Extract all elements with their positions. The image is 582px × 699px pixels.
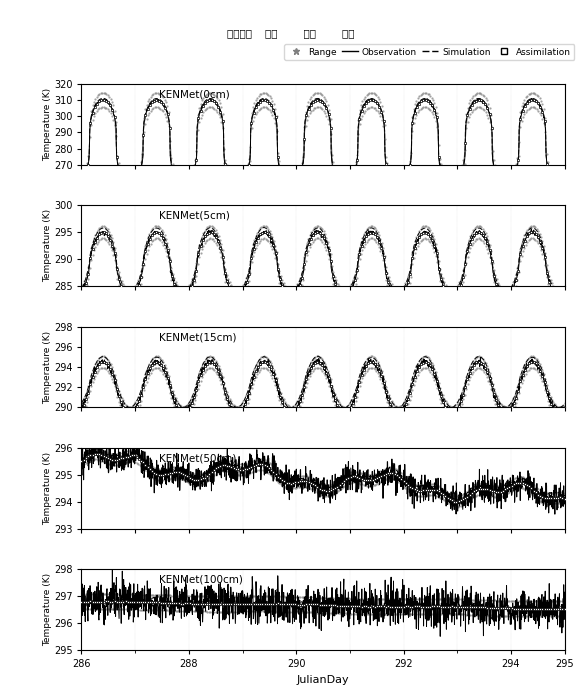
Text: KENMet(50cm): KENMet(50cm) bbox=[159, 454, 236, 463]
Y-axis label: Temperature (K): Temperature (K) bbox=[44, 573, 52, 646]
Text: 取値范围    观察        模拟        同化: 取値范围 观察 模拟 同化 bbox=[227, 29, 355, 38]
Text: KENMet(15cm): KENMet(15cm) bbox=[159, 332, 236, 343]
Y-axis label: Temperature (K): Temperature (K) bbox=[44, 331, 52, 403]
Y-axis label: Temperature (K): Temperature (K) bbox=[44, 452, 52, 525]
Legend: Range, Observation, Simulation, Assimilation: Range, Observation, Simulation, Assimila… bbox=[284, 44, 574, 60]
X-axis label: JulianDay: JulianDay bbox=[297, 675, 349, 684]
Text: KENMet(100cm): KENMet(100cm) bbox=[159, 575, 243, 585]
Text: KENMet(5cm): KENMet(5cm) bbox=[159, 211, 230, 221]
Y-axis label: Temperature (K): Temperature (K) bbox=[44, 88, 52, 161]
Text: KENMet(0cm): KENMet(0cm) bbox=[159, 89, 229, 99]
Y-axis label: Temperature (K): Temperature (K) bbox=[44, 209, 52, 282]
